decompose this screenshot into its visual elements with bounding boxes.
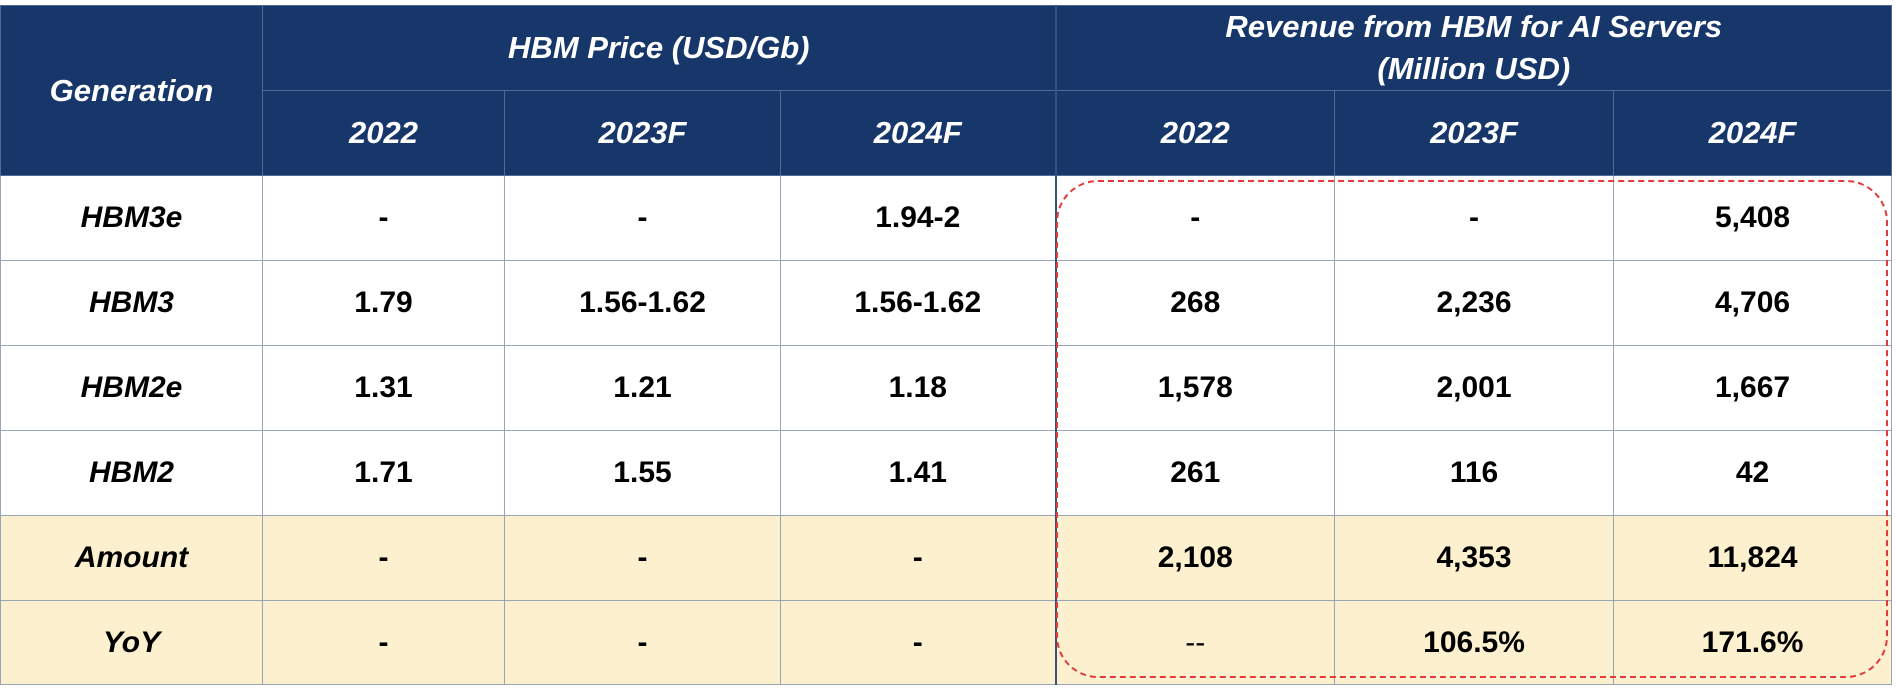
price-group-header: HBM Price (USD/Gb) [261, 5, 1057, 91]
revenue-cell: - [1334, 175, 1615, 261]
table-row: HBM2 1.71 1.55 1.41 261 116 42 [0, 430, 1893, 516]
price-cell: - [262, 175, 505, 261]
generation-cell: HBM2 [0, 430, 263, 516]
price-cell: - [504, 515, 781, 601]
price-cell: 1.94-2 [779, 175, 1057, 261]
revenue-year-header: 2022 [1054, 90, 1336, 176]
revenue-group-header: Revenue from HBM for AI Servers (Million … [1054, 5, 1893, 91]
generation-cell: Amount [0, 515, 263, 601]
price-year-header: 2024F [779, 90, 1057, 176]
generation-cell: HBM2e [0, 345, 263, 431]
price-year-header: 2023F [504, 90, 781, 176]
revenue-cell: 171.6% [1613, 600, 1893, 685]
price-cell: - [262, 600, 505, 685]
revenue-cell: 2,236 [1334, 260, 1615, 346]
revenue-cell: -- [1054, 600, 1336, 685]
revenue-cell: 261 [1054, 430, 1336, 516]
price-cell: - [779, 515, 1057, 601]
revenue-year-header: 2024F [1613, 90, 1893, 176]
revenue-cell: 1,578 [1054, 345, 1336, 431]
revenue-header-line1: Revenue from HBM for AI Servers [1225, 9, 1723, 44]
revenue-cell: 5,408 [1613, 175, 1893, 261]
revenue-year-header: 2023F [1334, 90, 1615, 176]
yoy-row: YoY - - - -- 106.5% 171.6% [0, 600, 1893, 685]
price-year-header: 2022 [262, 90, 505, 176]
revenue-cell: - [1054, 175, 1336, 261]
table-row: HBM3 1.79 1.56-1.62 1.56-1.62 268 2,236 … [0, 260, 1893, 346]
price-cell: 1.55 [504, 430, 781, 516]
hbm-price-revenue-table: Generation HBM Price (USD/Gb) Revenue fr… [0, 5, 1893, 685]
price-cell: 1.56-1.62 [779, 260, 1057, 346]
revenue-cell: 42 [1613, 430, 1893, 516]
revenue-cell: 268 [1054, 260, 1336, 346]
generation-cell: YoY [0, 600, 263, 685]
revenue-cell: 11,824 [1613, 515, 1893, 601]
revenue-cell: 2,108 [1054, 515, 1336, 601]
revenue-cell: 106.5% [1334, 600, 1615, 685]
price-cell: 1.18 [779, 345, 1057, 431]
generation-cell: HBM3e [0, 175, 263, 261]
revenue-cell: 2,001 [1334, 345, 1615, 431]
table-row: HBM2e 1.31 1.21 1.18 1,578 2,001 1,667 [0, 345, 1893, 431]
table-row: HBM3e - - 1.94-2 - - 5,408 [0, 175, 1893, 261]
revenue-cell: 4,353 [1334, 515, 1615, 601]
revenue-cell: 4,706 [1613, 260, 1893, 346]
generation-cell: HBM3 [0, 260, 263, 346]
price-cell: - [504, 600, 781, 685]
price-cell: 1.79 [262, 260, 505, 346]
revenue-cell: 116 [1334, 430, 1615, 516]
price-cell: 1.56-1.62 [504, 260, 781, 346]
amount-row: Amount - - - 2,108 4,353 11,824 [0, 515, 1893, 601]
price-cell: 1.21 [504, 345, 781, 431]
price-cell: - [504, 175, 781, 261]
price-cell: 1.41 [779, 430, 1057, 516]
price-cell: 1.71 [262, 430, 505, 516]
price-cell: - [779, 600, 1057, 685]
revenue-header-line2: (Million USD) [1377, 51, 1571, 86]
price-cell: - [262, 515, 505, 601]
generation-header: Generation [0, 5, 263, 176]
price-cell: 1.31 [262, 345, 505, 431]
revenue-cell: 1,667 [1613, 345, 1893, 431]
